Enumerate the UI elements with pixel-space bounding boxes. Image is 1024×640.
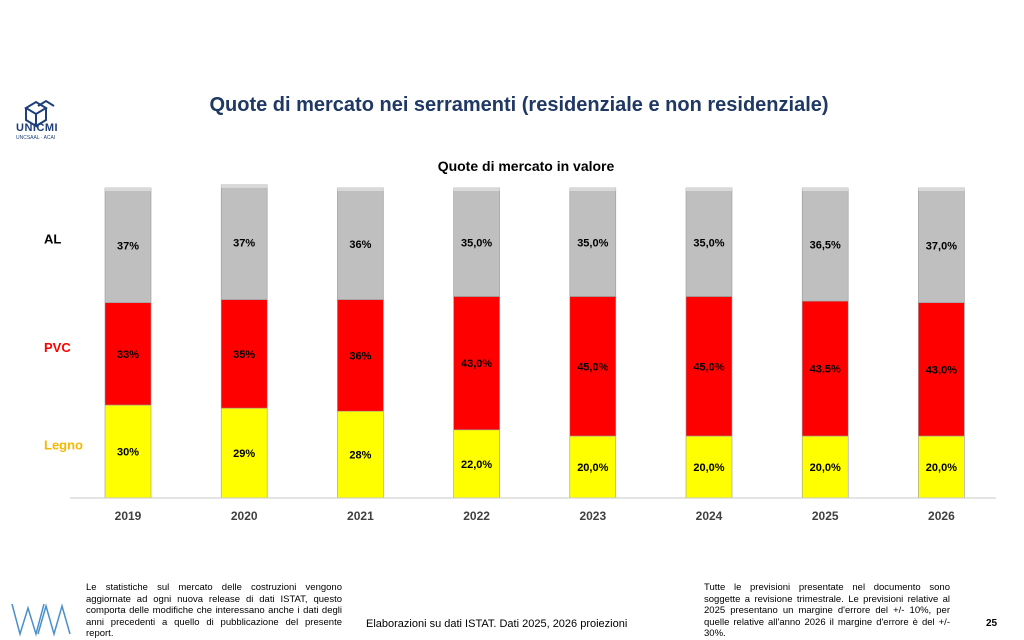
bar-legno-2025 — [801, 435, 849, 499]
page-number: 25 — [986, 618, 998, 629]
slide-title: Quote di mercato nei serramenti (residen… — [209, 94, 829, 116]
logo-subtitle: UNCSAAL · ACAI — [16, 135, 56, 141]
bar-legno-2019 — [104, 404, 152, 499]
data-label-al-2026: 37,0% — [926, 240, 957, 252]
bar-pvc-2021 — [337, 299, 384, 412]
bar-cap-2019 — [105, 188, 151, 191]
data-label-legno-2023: 20,0% — [577, 462, 608, 474]
bar-cap-2025 — [802, 188, 849, 191]
bar-cap-2023 — [569, 188, 616, 191]
logo-name: UNICMI — [16, 122, 59, 134]
bar-cap-2024 — [686, 188, 732, 191]
data-label-al-2020: 37% — [233, 237, 255, 249]
data-label-legno-2020: 29% — [233, 448, 255, 460]
bar-cap-2020 — [221, 184, 268, 188]
legend-legno: Legno — [44, 438, 83, 453]
x-tick-label-2024: 2024 — [696, 509, 723, 523]
bar-al-2023 — [569, 187, 617, 297]
data-label-pvc-2024: 45,0% — [693, 361, 724, 373]
x-tick-label-2023: 2023 — [579, 509, 606, 523]
data-label-al-2019: 37% — [117, 240, 139, 252]
data-label-pvc-2025: 43,5% — [810, 364, 841, 376]
data-label-pvc-2020: 35% — [233, 349, 255, 361]
data-label-pvc-2022: 43,0% — [461, 358, 492, 370]
x-tick-label-2021: 2021 — [347, 509, 374, 523]
legend-al: AL — [44, 231, 61, 246]
bar-legno-2020 — [220, 407, 268, 499]
bar-pvc-2020 — [220, 299, 268, 409]
stacked-bar-chart: 30% 33% 37% 29% 35% 37% 28% 36% 36% 22,0% 43,0% 35,… — [44, 184, 996, 523]
bar-al-2026 — [918, 187, 965, 303]
x-tick-label-2026: 2026 — [928, 509, 955, 523]
x-tick-label-2025: 2025 — [812, 509, 839, 523]
unicmi-logo-icon — [24, 99, 55, 128]
bar-al-2019 — [104, 187, 152, 303]
footer-left-note: Le statistiche sul mercato delle costruz… — [86, 582, 342, 639]
chart-title: Quote di mercato in valore — [437, 158, 615, 174]
footer-source-note: Elaborazioni su dati ISTAT. Dati 2025, 2… — [366, 618, 628, 630]
bar-cap-2026 — [918, 188, 965, 191]
data-label-legno-2026: 20,0% — [926, 462, 957, 474]
bar-legno-2024 — [685, 435, 733, 499]
x-tick-label-2019: 2019 — [115, 509, 142, 523]
data-label-pvc-2023: 45,0% — [577, 361, 608, 373]
bar-al-2025 — [801, 187, 849, 302]
data-label-legno-2019: 30% — [117, 447, 139, 459]
wm-logo-icon — [11, 603, 71, 637]
data-label-legno-2021: 28% — [349, 450, 371, 462]
bar-legno-2021 — [337, 410, 384, 499]
data-label-legno-2022: 22,0% — [461, 459, 492, 471]
x-tick-label-2022: 2022 — [463, 509, 490, 523]
bar-cap-2021 — [337, 188, 384, 191]
bar-al-2020 — [220, 184, 268, 300]
legend-pvc: PVC — [44, 340, 71, 355]
data-label-legno-2025: 20,0% — [810, 462, 841, 474]
data-label-pvc-2026: 43,0% — [926, 364, 957, 376]
bar-cap-2022 — [453, 188, 500, 191]
bar-al-2022 — [453, 187, 500, 297]
data-label-al-2022: 35,0% — [461, 237, 492, 249]
data-label-pvc-2021: 36% — [349, 350, 371, 362]
data-label-pvc-2019: 33% — [117, 349, 139, 361]
data-label-al-2025: 36,5% — [810, 240, 841, 252]
data-label-al-2024: 35,0% — [693, 237, 724, 249]
footer-right-note: Tutte le previsioni presentate nel docum… — [704, 582, 950, 639]
data-label-al-2023: 35,0% — [577, 237, 608, 249]
data-label-legno-2024: 20,0% — [693, 462, 724, 474]
bar-pvc-2023 — [569, 296, 617, 437]
x-tick-label-2020: 2020 — [231, 509, 258, 523]
bar-pvc-2019 — [104, 302, 152, 406]
bar-pvc-2025 — [801, 300, 849, 437]
data-label-al-2021: 36% — [349, 239, 371, 251]
bar-legno-2026 — [918, 435, 965, 499]
bar-al-2024 — [685, 187, 733, 297]
bar-al-2021 — [337, 187, 384, 300]
bar-pvc-2022 — [453, 296, 500, 431]
bar-pvc-2024 — [685, 296, 733, 437]
